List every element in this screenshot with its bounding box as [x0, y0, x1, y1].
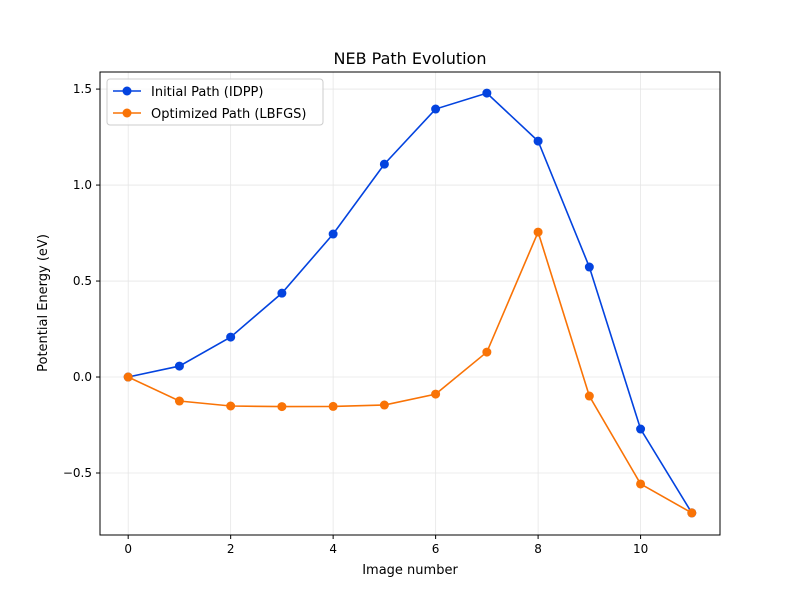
data-point [226, 332, 236, 342]
data-point [482, 88, 492, 98]
y-tick-label: 0.0 [73, 370, 92, 384]
chart-title: NEB Path Evolution [334, 49, 487, 68]
data-point [533, 136, 543, 146]
legend: Initial Path (IDPP) Optimized Path (LBFGS… [106, 78, 324, 126]
data-point [636, 424, 646, 434]
x-tick-label: 0 [124, 542, 132, 556]
data-point [277, 288, 287, 298]
legend-marker [122, 108, 132, 118]
data-point [687, 508, 697, 518]
series-line-1 [128, 92, 693, 514]
x-axis-label: Image number [362, 563, 458, 578]
data-point [328, 401, 338, 411]
x-tick-label: 2 [227, 542, 235, 556]
data-point [584, 391, 594, 401]
x-tick-label: 6 [432, 542, 440, 556]
data-point [328, 229, 338, 239]
data-point [226, 401, 236, 411]
legend-box [106, 78, 324, 126]
ticks: 0 2 4 6 8 10 −0.5 0.0 0.5 1.0 1.5 [63, 82, 648, 556]
y-tick-label: 1.0 [73, 178, 92, 192]
y-axis-label: Potential Energy (eV) [36, 234, 51, 372]
data-point [277, 402, 287, 412]
data-point [636, 479, 646, 489]
data-point [379, 400, 389, 410]
data-point [431, 389, 441, 399]
data-point [123, 372, 133, 382]
data-point [174, 396, 184, 406]
y-tick-label: 0.5 [73, 274, 92, 288]
legend-label: Optimized Path (LBFGS) [151, 107, 306, 122]
data-point [174, 361, 184, 371]
series-line-2 [127, 229, 693, 514]
y-tick-label: 1.5 [73, 82, 92, 96]
y-tick-label: −0.5 [63, 466, 92, 480]
legend-marker [122, 86, 132, 96]
x-tick-label: 4 [329, 542, 337, 556]
x-tick-label: 8 [534, 542, 542, 556]
series-layer [123, 88, 697, 518]
data-point [431, 104, 441, 114]
x-tick-label: 10 [633, 542, 648, 556]
legend-label: Initial Path (IDPP) [151, 85, 263, 100]
plot-frame [99, 71, 721, 536]
grid [100, 72, 720, 535]
data-point [482, 347, 492, 357]
data-point [533, 227, 543, 237]
data-point [584, 262, 594, 272]
data-point [379, 159, 389, 169]
